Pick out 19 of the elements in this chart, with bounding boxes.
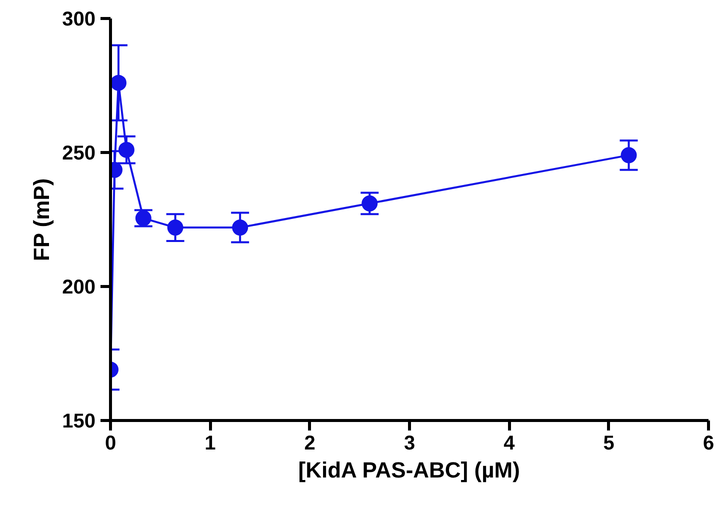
x-tick-label: 4 xyxy=(504,432,516,454)
y-tick-label: 150 xyxy=(62,410,96,432)
point xyxy=(362,195,378,212)
x-tick-label: 1 xyxy=(204,432,216,454)
y-tick-label: 250 xyxy=(62,142,96,164)
point xyxy=(167,220,184,236)
y-tick-label: 300 xyxy=(62,8,96,30)
point xyxy=(232,220,248,236)
x-tick-label: 2 xyxy=(304,432,316,454)
x-tick-label: 5 xyxy=(603,432,614,454)
point xyxy=(110,74,126,91)
y-tick-label: 200 xyxy=(62,276,96,298)
point xyxy=(118,142,134,158)
x-tick-label: 3 xyxy=(404,432,416,454)
point xyxy=(620,147,637,164)
x-tick-label: 6 xyxy=(702,432,714,454)
x-axis-title: [KidA PAS-ABC] (µM) xyxy=(298,458,520,482)
x-tick-label: 0 xyxy=(104,432,116,454)
y-axis-title: FP (mP) xyxy=(29,178,54,262)
